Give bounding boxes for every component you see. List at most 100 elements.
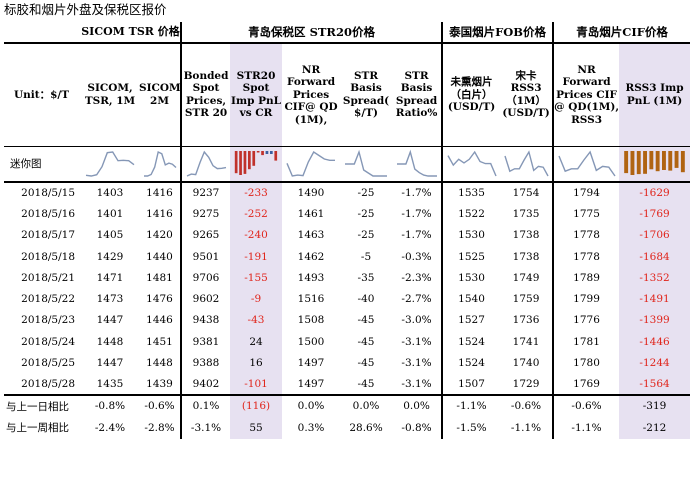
summary-cell: -0.8%: [401, 421, 432, 434]
row-date: 2018/5/15: [21, 187, 75, 200]
table-cell: -9: [230, 288, 283, 310]
row-date: 2018/5/22: [21, 293, 75, 306]
sparkline-bar: [662, 150, 666, 170]
row-date: 2018/5/18: [21, 250, 75, 263]
table-cell: 1780: [552, 352, 620, 374]
table-cell: 1729: [512, 377, 540, 390]
table-cell: 1535: [441, 182, 501, 204]
summary-cell: -2.4%: [94, 421, 126, 434]
table-cell: 1439: [146, 377, 173, 390]
col-header: RSS3 Imp PnL (1M): [619, 43, 691, 147]
table-cell: 1778: [552, 224, 620, 246]
table-cell: -2.7%: [401, 293, 432, 306]
sparkline-row: 迷你图: [4, 146, 691, 183]
table-cell: -1244: [619, 352, 691, 374]
table-cell: 1451: [146, 335, 173, 348]
sparkline-series: [503, 149, 549, 177]
sparkline-bar: [674, 150, 679, 168]
data-rows: 2018/5/15 1403 1416 9237 -233 1490 -25 -1.7% 153…: [4, 182, 691, 395]
col-header: 宋卡 RSS3（1M）(USD/T): [500, 43, 554, 147]
sparkline-cell: [441, 146, 501, 183]
table-cell: 1516: [297, 293, 325, 306]
table-cell: 1500: [297, 335, 325, 348]
sparkline-bar: [624, 150, 629, 173]
row-date: 2018/5/28: [21, 377, 75, 390]
table-cell: -25: [357, 207, 375, 220]
summary-cell: 28.6%: [349, 421, 383, 434]
table-cell: 1778: [552, 245, 620, 268]
group-header-row: SICOM TSR 价格 青岛保税区 STR20价格 泰国烟片FOB价格 青岛烟…: [4, 22, 691, 44]
table-cell: -5: [360, 250, 372, 263]
table-cell: 1401: [96, 207, 124, 220]
table-cell: 1781: [552, 331, 620, 353]
summary-cell: -1.1%: [552, 416, 620, 439]
table-cell: -1.7%: [401, 207, 432, 220]
table-cell: 1540: [441, 288, 501, 310]
table-cell: 1799: [552, 288, 620, 310]
table-cell: 1530: [441, 267, 501, 289]
table-cell: 1461: [297, 207, 325, 220]
sparkline-cell: [552, 146, 620, 183]
table-cell: 1754: [512, 187, 540, 200]
table-cell: 1738: [512, 229, 540, 242]
sparkline-cell: [340, 146, 393, 183]
sparkline-chart: [624, 150, 685, 175]
table-cell: 9706: [180, 267, 231, 289]
sparkline-chart: [345, 149, 388, 177]
unit-label: Unit：$/T: [4, 43, 81, 147]
table-cell: 24: [230, 331, 283, 353]
summary-cell: -1.1%: [441, 393, 501, 417]
table-cell: 1490: [297, 187, 325, 200]
row-date: 2018/5/16: [21, 207, 75, 220]
table-cell: -45: [357, 357, 375, 370]
table-cell: 1448: [96, 335, 124, 348]
summary-cell: -0.6%: [500, 393, 554, 417]
table-cell: 1530: [441, 224, 501, 246]
table-cell: 1420: [146, 229, 173, 242]
sparkline-series: [557, 150, 616, 177]
table-cell: 1776: [552, 309, 620, 332]
table-cell: 1405: [96, 229, 124, 242]
table-cell: 1759: [512, 293, 540, 306]
summary-cell: 0.3%: [297, 421, 325, 434]
col-header: SICOM,TSR, 2M: [139, 43, 182, 147]
table-cell: 1447: [96, 314, 124, 327]
table-cell: 1493: [297, 271, 325, 284]
sparkline-cell: [139, 146, 182, 183]
table-cell: -1352: [619, 267, 691, 289]
sparkline-cell: [392, 146, 443, 183]
col-header: 未熏烟片（白片）(USD/T): [441, 43, 501, 147]
sparkline-label: 迷你图: [4, 146, 81, 183]
sparkline-bar: [234, 150, 238, 173]
table-cell: 1435: [96, 377, 124, 390]
sparkline-bar: [636, 150, 641, 174]
summary-cell: 0.0%: [392, 393, 443, 417]
sparkline-chart: [286, 150, 336, 177]
table-cell: -1.7%: [401, 229, 432, 242]
column-header-row: Unit：$/T SICOM, TSR, 1M SICOM,TSR, 2M Bo…: [4, 43, 691, 147]
table-cell: -155: [230, 267, 283, 289]
sparkline-series: [186, 150, 226, 177]
table-row: 2018/5/18 1429 1440 9501 -191 1462 -5 -0.3% 1525…: [4, 245, 691, 268]
table-cell: 9602: [180, 288, 231, 310]
table-cell: 1522: [441, 203, 501, 225]
sparkline-cell: [619, 146, 691, 183]
sparkline-bar: [239, 150, 242, 175]
table-cell: -25: [357, 229, 375, 242]
table-cell: -40: [357, 293, 375, 306]
sparkline-chart: [396, 149, 437, 177]
summary-cell: (116): [230, 393, 283, 417]
table-cell: -25: [357, 187, 375, 200]
sparkline-series: [85, 150, 135, 177]
table-cell: 1738: [512, 250, 540, 263]
table-cell: 9265: [180, 224, 231, 246]
table-row: 2018/5/24 1448 1451 9381 24 1500 -45 -3.1% 1524 1…: [4, 331, 691, 353]
col-header: NR Forward Prices CIF@ QD (1M),: [282, 43, 341, 147]
summary-row: 与上一周相比 -2.4% -2.8% -3.1% 55 0.3% 28.6% -0.8% -1.…: [4, 416, 691, 439]
page-title: 标胶和烟片外盘及保税区报价: [4, 2, 167, 17]
sparkline-chart: [143, 150, 176, 177]
sparkline-bar: [274, 150, 278, 161]
table-cell: -45: [357, 335, 375, 348]
sparkline-cell: [230, 146, 283, 183]
sparkline-bar: [680, 150, 685, 172]
